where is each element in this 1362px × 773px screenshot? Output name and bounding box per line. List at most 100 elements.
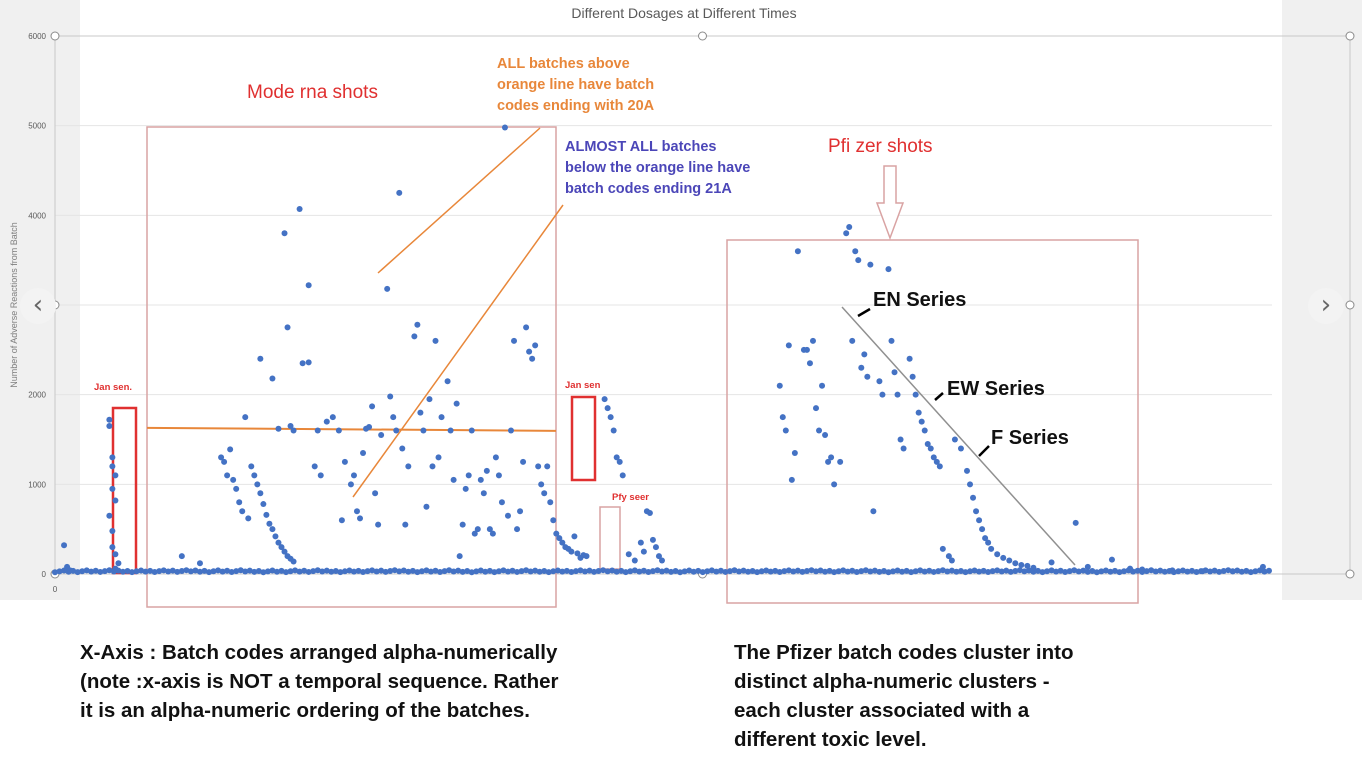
data-point [933, 458, 940, 465]
data-point [1007, 568, 1014, 575]
data-point [924, 440, 931, 447]
data-point [831, 481, 838, 488]
y-tick-label: 6000 [28, 32, 46, 41]
data-point [843, 230, 850, 237]
data-point [281, 230, 288, 237]
data-point [876, 378, 883, 385]
data-point [88, 568, 95, 575]
data-point [471, 530, 478, 537]
data-point [255, 567, 262, 574]
data-point [273, 568, 280, 575]
data-point [504, 568, 511, 575]
data-point [355, 567, 362, 574]
data-point [441, 568, 448, 575]
data-point [541, 490, 548, 497]
data-point [527, 568, 534, 575]
data-point [803, 568, 810, 575]
data-point [1102, 567, 1109, 574]
data-point [794, 567, 801, 574]
data-point [523, 567, 530, 574]
data-point [384, 285, 391, 292]
data-point [844, 568, 851, 575]
data-point [269, 567, 276, 574]
data-point [637, 539, 644, 546]
text-layer: Mode rna shots Pfi zer shots ALL batches a… [94, 56, 1069, 503]
data-point [335, 427, 342, 434]
data-point [672, 567, 679, 574]
data-point [979, 526, 986, 533]
data-point [708, 567, 715, 574]
data-point [989, 568, 996, 575]
data-point [239, 508, 246, 515]
data-point [196, 560, 203, 567]
data-point [1024, 562, 1031, 569]
data-point [556, 535, 563, 542]
data-point [1000, 554, 1007, 561]
data-point [269, 375, 276, 382]
data-point [835, 568, 842, 575]
orange-note-line: orange line have batch [497, 77, 654, 93]
data-point [109, 463, 116, 470]
data-point [266, 520, 273, 527]
data-point [378, 567, 385, 574]
data-point [1225, 567, 1232, 574]
data-point [236, 499, 243, 506]
data-point [477, 567, 484, 574]
data-point [514, 568, 521, 575]
data-point [1080, 567, 1087, 574]
y-tick-label: 4000 [28, 211, 46, 220]
data-point [284, 324, 291, 331]
data-point [109, 527, 116, 534]
data-point [1057, 567, 1064, 574]
data-point [930, 568, 937, 575]
data-point [409, 567, 416, 574]
data-point [382, 568, 389, 575]
x-tick-label: 0 [53, 585, 58, 594]
data-point [399, 445, 406, 452]
data-point [523, 324, 530, 331]
data-point [745, 568, 752, 575]
resize-handle [698, 31, 707, 41]
data-point [437, 568, 444, 575]
data-point [218, 454, 225, 461]
data-point [347, 481, 354, 488]
data-point [278, 544, 285, 551]
chart-title: Different Dosages at Different Times [571, 5, 796, 21]
data-point [785, 342, 792, 349]
previous-chart-button[interactable]: ‹ [20, 288, 56, 324]
data-point [357, 515, 364, 522]
data-point [375, 521, 382, 528]
data-point [1093, 569, 1100, 576]
data-point [677, 569, 684, 576]
data-point [1199, 568, 1206, 575]
data-point [948, 567, 955, 574]
data-point [982, 535, 989, 542]
data-point [509, 567, 516, 574]
data-point [275, 539, 282, 546]
next-chart-button[interactable]: › [1308, 288, 1344, 324]
data-point [967, 568, 974, 575]
orange-note-line: codes ending with 20A [497, 98, 655, 114]
data-point [61, 542, 68, 549]
data-point [1265, 567, 1272, 574]
data-point [903, 567, 910, 574]
data-point [109, 454, 116, 461]
data-point [1143, 568, 1150, 575]
data-point [994, 567, 1001, 574]
data-point [767, 568, 774, 575]
data-point [668, 568, 675, 575]
data-point [414, 569, 421, 576]
data-point [1259, 563, 1266, 570]
data-point [1044, 568, 1051, 575]
data-point [1121, 568, 1128, 575]
data-point [156, 568, 163, 575]
data-point [507, 427, 514, 434]
data-point [464, 567, 471, 574]
data-point [899, 568, 906, 575]
data-point [305, 282, 312, 289]
data-point [269, 526, 276, 533]
pfy-seer-box [599, 506, 621, 570]
data-point [649, 536, 656, 543]
data-point [52, 569, 58, 576]
